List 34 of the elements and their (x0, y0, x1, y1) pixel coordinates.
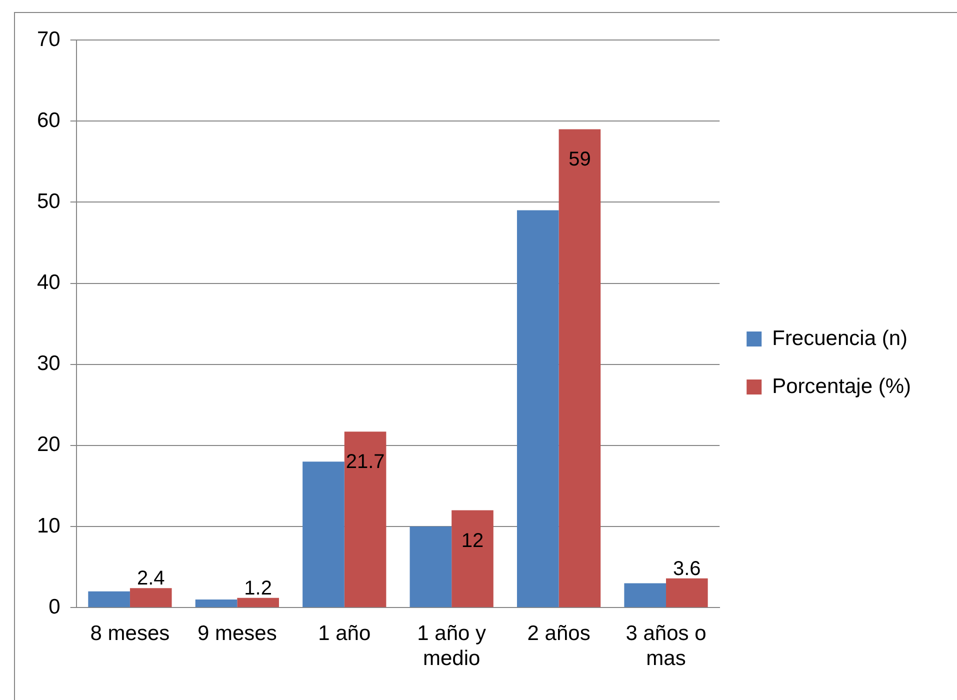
y-tick-label: 30 (37, 352, 60, 376)
bar (452, 510, 494, 608)
data-label: 2.4 (136, 568, 165, 590)
x-tick-label: 2 años (527, 622, 590, 645)
y-tick-label: 60 (37, 108, 60, 132)
data-label: 59 (568, 148, 591, 171)
bar (666, 578, 708, 608)
y-tick-label: 50 (37, 190, 60, 213)
y-tick-label: 40 (37, 271, 60, 294)
bar (516, 210, 559, 608)
x-tick-label: 8 meses (90, 622, 170, 645)
x-tick-label: 1 año (318, 622, 371, 645)
bar (344, 432, 386, 608)
bar (624, 583, 666, 608)
bar (558, 129, 601, 608)
legend-label: Porcentaje (%) (772, 374, 911, 398)
legend-label: Frecuencia (n) (772, 326, 908, 350)
bar (195, 599, 238, 608)
data-label: 1.2 (244, 577, 272, 600)
y-tick-label: 10 (37, 514, 60, 538)
x-tick-label: 9 meses (197, 622, 277, 645)
y-tick-label: 70 (37, 28, 60, 51)
data-label: 3.6 (673, 558, 701, 580)
y-tick-label: 0 (48, 595, 60, 618)
x-tick-label: 3 años o mas (626, 622, 706, 670)
y-tick-label: 20 (37, 433, 60, 456)
bar (130, 588, 172, 608)
data-label: 12 (461, 530, 484, 552)
bar (302, 462, 344, 608)
data-label: 21.7 (346, 451, 385, 474)
bar (237, 598, 279, 608)
bar (88, 591, 130, 608)
x-tick-label: 1 año y medio (417, 622, 487, 670)
bar (410, 526, 452, 608)
